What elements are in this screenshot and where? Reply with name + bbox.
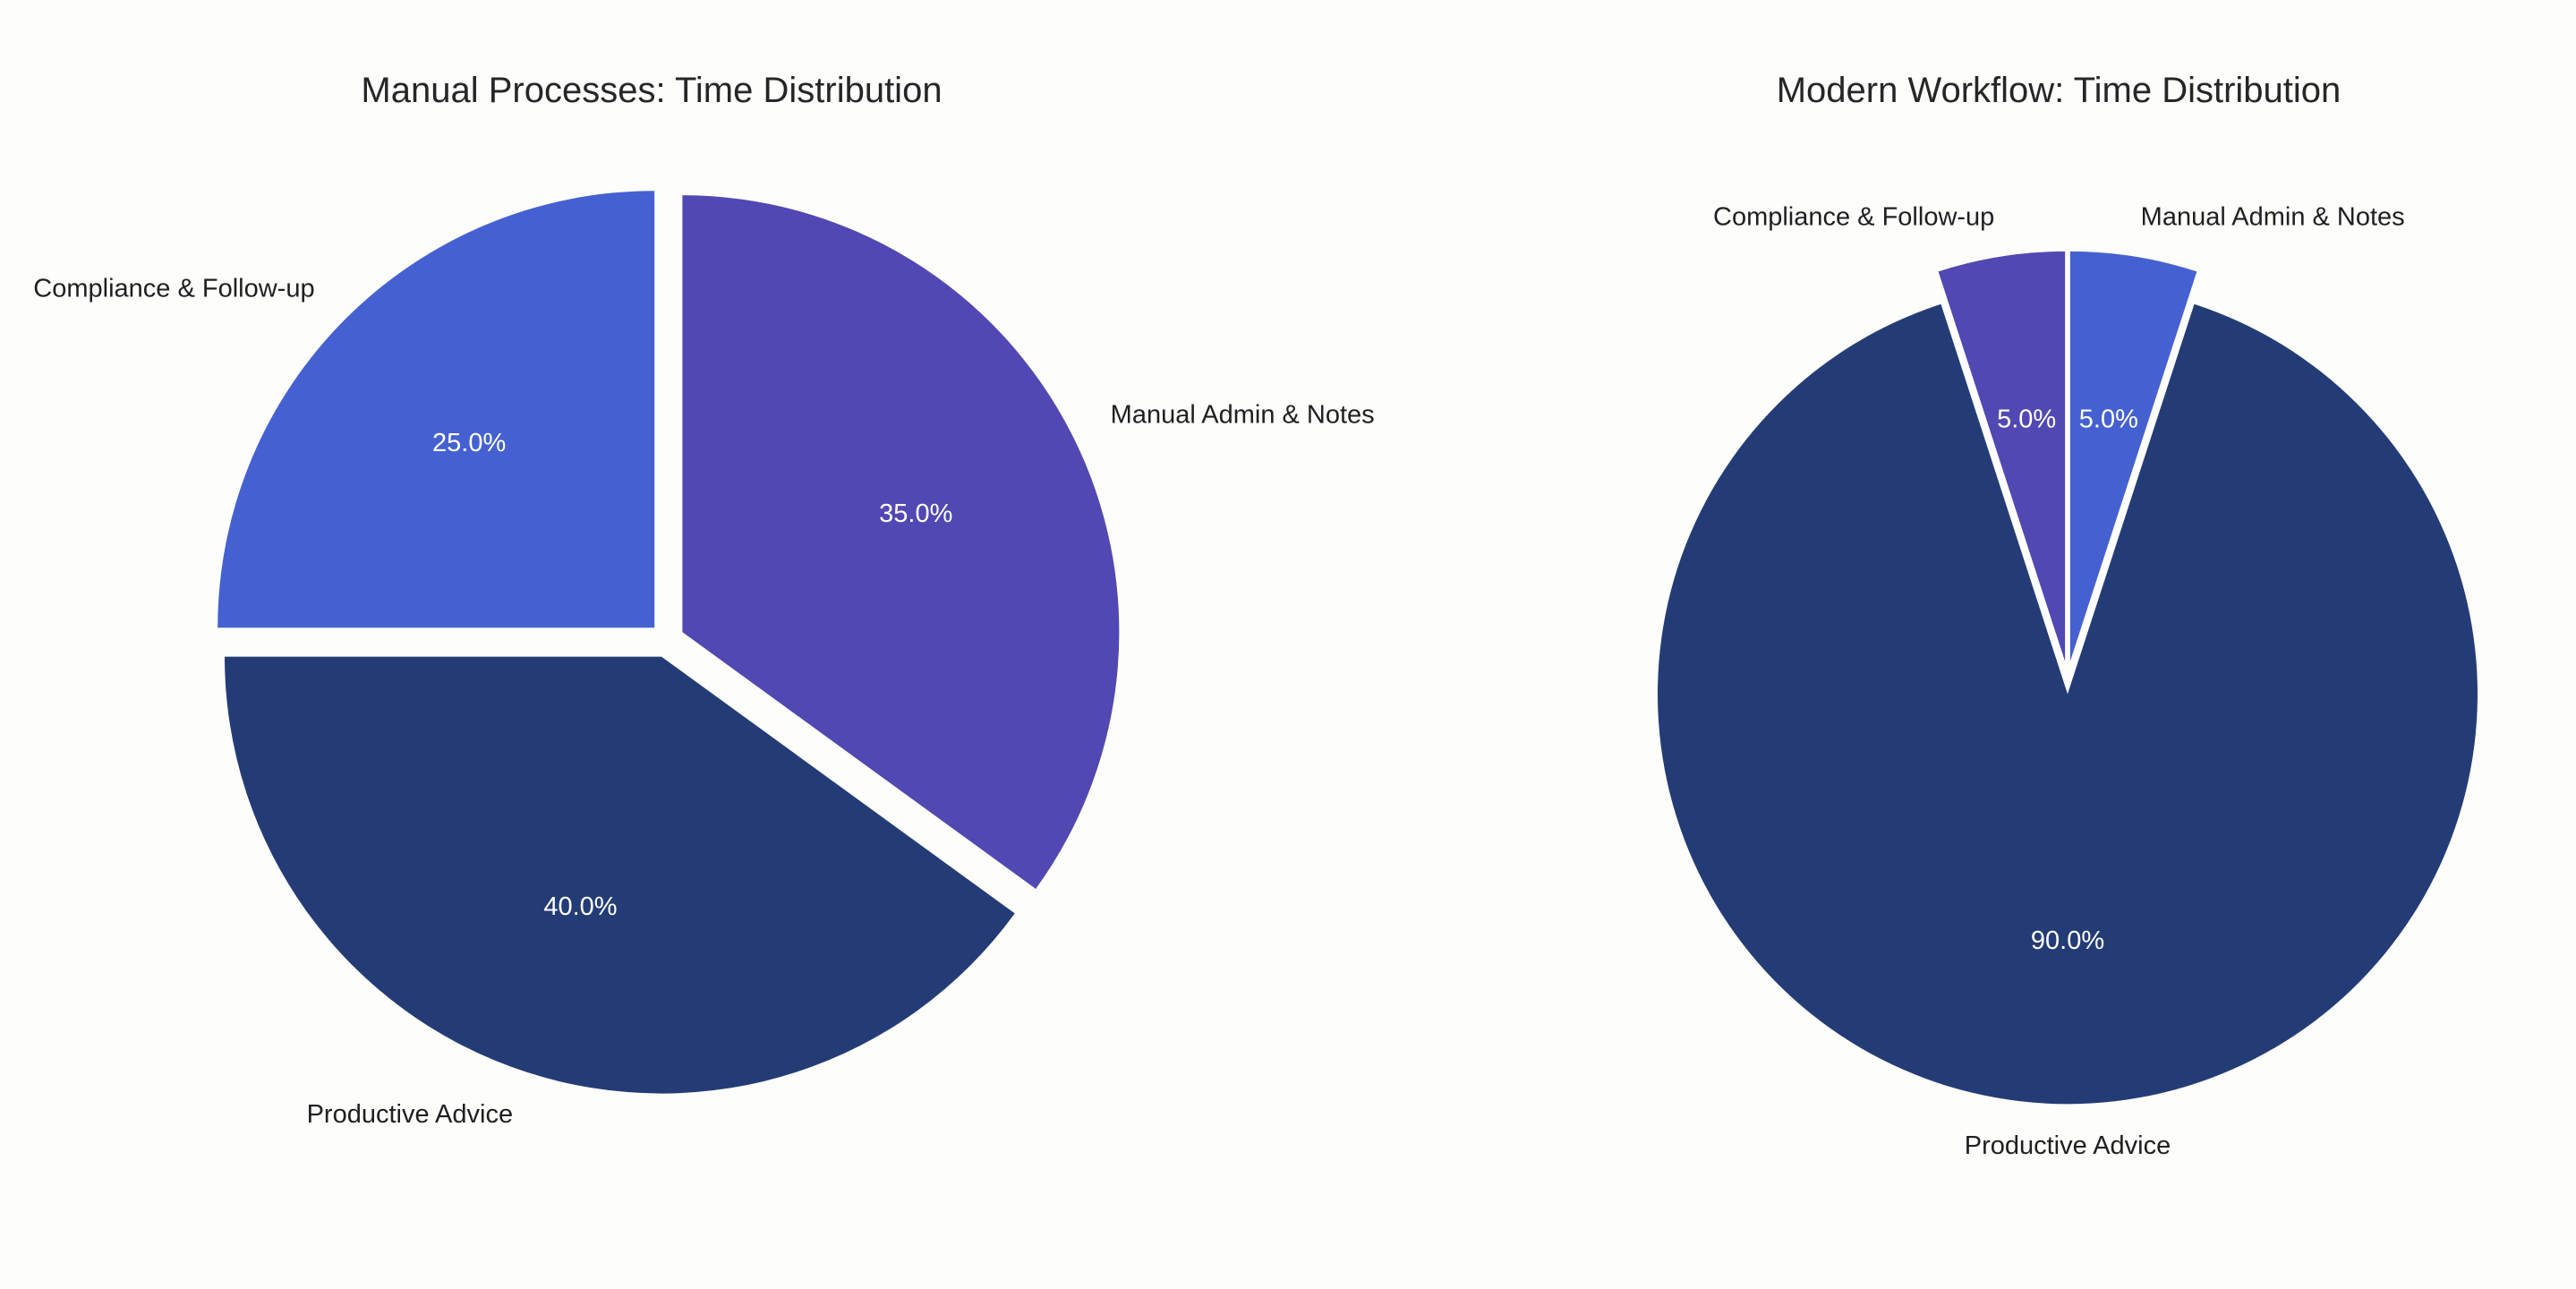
- manual-processes-pie-chart: Manual Processes: Time Distribution 35.0…: [33, 71, 1374, 1129]
- pct-label-compliance-and-follow-up: 5.0%: [1997, 405, 2056, 433]
- chart-title: Manual Processes: Time Distribution: [361, 71, 942, 110]
- pct-label-manual-admin-and-notes: 5.0%: [2079, 405, 2138, 433]
- pct-label-productive-advice: 90.0%: [2031, 926, 2104, 955]
- pie-slice-compliance-and-follow-up: [218, 191, 655, 628]
- pct-label-manual-admin-and-notes: 35.0%: [879, 499, 952, 528]
- pie-slice-productive-advice: [224, 656, 1015, 1094]
- category-label-manual-admin-and-notes: Manual Admin & Notes: [2141, 202, 2405, 231]
- pie-slice-productive-advice: [1657, 303, 2478, 1105]
- chart-title: Modern Workflow: Time Distribution: [1777, 71, 2341, 110]
- category-label-compliance-and-follow-up: Compliance & Follow-up: [33, 275, 314, 303]
- category-label-compliance-and-follow-up: Compliance & Follow-up: [1713, 202, 1994, 231]
- pie-slice-manual-admin-and-notes: [682, 195, 1120, 889]
- pct-label-productive-advice: 40.0%: [543, 892, 617, 921]
- pie-slices: 35.0% Manual Admin & Notes 40.0% Productive…: [33, 191, 1375, 1129]
- pie-slice-compliance-and-follow-up: [1938, 251, 2066, 662]
- category-label-manual-admin-and-notes: Manual Admin & Notes: [1111, 400, 1375, 429]
- category-label-productive-advice: Productive Advice: [1965, 1131, 2171, 1160]
- category-label-productive-advice: Productive Advice: [307, 1100, 514, 1129]
- pct-label-compliance-and-follow-up: 25.0%: [432, 429, 506, 457]
- modern-workflow-pie-chart: Modern Workflow: Time Distribution 5.0% M…: [1657, 71, 2478, 1160]
- pie-slices: 5.0% Manual Admin & Notes 90.0% Productive …: [1657, 202, 2478, 1160]
- pie-slice-manual-admin-and-notes: [2069, 251, 2197, 662]
